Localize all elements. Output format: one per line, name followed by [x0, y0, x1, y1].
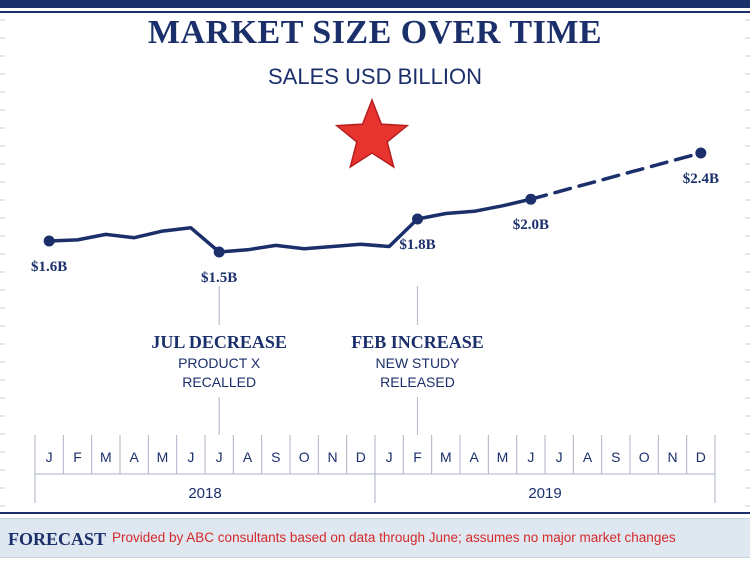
month-axis: J F M A M J J A S O N D J F M A M J J A S O N D 2018 2019 — [0, 19, 750, 507]
annotation-line: NEW STUDY — [376, 355, 461, 371]
month-label: J — [556, 449, 563, 465]
data-point-marker — [695, 147, 707, 159]
value-label: $1.8B — [399, 237, 435, 253]
month-label: F — [73, 449, 82, 465]
top-border-line — [0, 11, 750, 13]
month-label: J — [187, 449, 194, 465]
month-label: M — [100, 449, 112, 465]
month-label: F — [413, 449, 422, 465]
value-labels: $1.6B $1.5B $1.8B $2.0B $2.4B — [31, 171, 719, 286]
year-label: 2018 — [188, 485, 221, 502]
annotation-title: JUL DECREASE — [151, 332, 287, 352]
month-label: J — [527, 449, 534, 465]
month-label: J — [46, 449, 53, 465]
data-point-marker — [43, 235, 55, 247]
value-label: $2.4B — [683, 171, 719, 187]
annotations: JUL DECREASE PRODUCT X RECALLED FEB INCREAS… — [151, 332, 483, 390]
month-label: A — [243, 449, 253, 465]
annotation-guides — [218, 286, 419, 435]
month-label: M — [440, 449, 452, 465]
series-line-solid — [47, 197, 533, 254]
month-label: A — [129, 449, 139, 465]
month-label: D — [356, 449, 366, 465]
value-label: $2.0B — [513, 217, 549, 233]
series-line-dashed — [529, 151, 703, 201]
month-label: D — [696, 449, 706, 465]
data-point-marker — [213, 246, 225, 258]
data-points — [43, 147, 707, 258]
star-shape — [334, 97, 410, 169]
month-label: A — [469, 449, 479, 465]
top-border-bar — [0, 0, 750, 8]
annotation-line: RECALLED — [182, 374, 256, 390]
forecast-label: FORECAST — [8, 529, 107, 549]
month-label: N — [327, 449, 337, 465]
value-label: $1.5B — [201, 270, 237, 286]
annotation-line: RELEASED — [380, 374, 455, 390]
series-lines — [47, 151, 703, 254]
star-icon — [334, 97, 410, 169]
month-label: O — [639, 449, 650, 465]
forecast-footer — [0, 518, 750, 558]
chart-subtitle: SALES USD BILLION — [268, 64, 482, 89]
month-label: O — [299, 449, 310, 465]
bottom-border-line — [0, 512, 750, 514]
year-label: 2019 — [528, 485, 561, 502]
value-label: $1.6B — [31, 259, 67, 275]
month-label: N — [667, 449, 677, 465]
month-label: S — [611, 449, 620, 465]
month-label: J — [216, 449, 223, 465]
month-label: M — [497, 449, 509, 465]
month-label: M — [157, 449, 169, 465]
annotation-title: FEB INCREASE — [351, 332, 484, 352]
data-point-marker — [525, 193, 537, 205]
data-point-marker — [412, 213, 423, 225]
annotation-line: PRODUCT X — [178, 355, 261, 371]
month-label: S — [271, 449, 280, 465]
forecast-text: Provided by ABC consultants based on dat… — [112, 530, 676, 545]
month-label: A — [583, 449, 593, 465]
chart-title: MARKET SIZE OVER TIME — [147, 14, 603, 51]
month-label: J — [386, 449, 393, 465]
